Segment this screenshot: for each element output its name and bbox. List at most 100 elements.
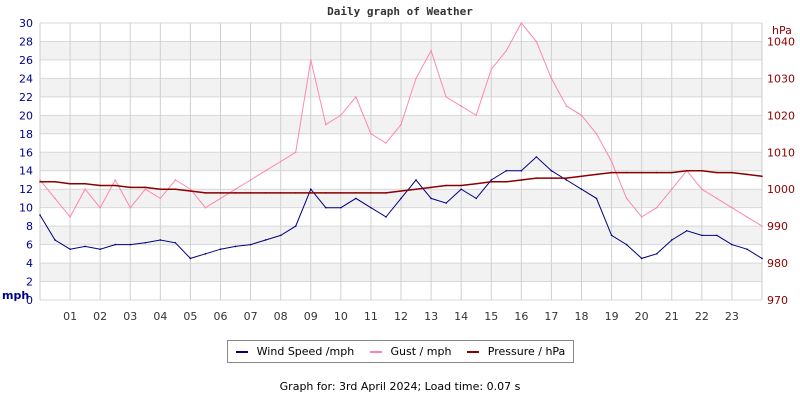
data-point-wind-speed bbox=[204, 253, 207, 255]
y-left-tick-label: 12 bbox=[19, 183, 33, 196]
data-point-gust bbox=[129, 206, 132, 209]
data-point-gust bbox=[324, 123, 327, 126]
footer-status: Graph for: 3rd April 2024; Load time: 0.… bbox=[279, 380, 521, 393]
x-tick-label: 11 bbox=[364, 310, 378, 323]
data-point-pressure bbox=[54, 181, 56, 183]
data-point-wind-speed bbox=[99, 248, 101, 251]
data-point-wind-speed bbox=[625, 243, 628, 246]
data-point-wind-speed bbox=[655, 253, 658, 255]
data-point-gust bbox=[385, 142, 387, 144]
y-right-tick-label: 1010 bbox=[767, 146, 795, 159]
data-point-wind-speed bbox=[535, 156, 538, 158]
data-point-wind-speed bbox=[610, 234, 613, 237]
data-point-pressure bbox=[370, 192, 372, 194]
data-point-pressure bbox=[234, 192, 237, 194]
data-point-pressure bbox=[355, 192, 357, 194]
data-point-wind-speed bbox=[731, 243, 733, 246]
x-tick-label: 05 bbox=[183, 310, 197, 323]
data-point-pressure bbox=[550, 177, 553, 179]
data-point-pressure bbox=[761, 175, 763, 178]
y-left-tick-label: 0 bbox=[26, 294, 33, 307]
y-left-tick-label: 16 bbox=[19, 146, 33, 159]
data-point-wind-speed bbox=[670, 239, 673, 241]
data-point-wind-speed bbox=[249, 243, 252, 246]
data-point-pressure bbox=[264, 192, 267, 194]
data-point-wind-speed bbox=[294, 225, 297, 227]
data-point-pressure bbox=[69, 182, 71, 185]
data-point-gust bbox=[84, 188, 86, 190]
x-tick-label: 09 bbox=[304, 310, 318, 323]
x-tick-label: 21 bbox=[665, 310, 679, 323]
data-point-wind-speed bbox=[340, 206, 342, 209]
data-point-pressure bbox=[490, 181, 493, 183]
y-left-axis-label: mph bbox=[2, 289, 29, 302]
data-point-pressure bbox=[475, 182, 478, 185]
x-tick-label: 03 bbox=[123, 310, 137, 323]
data-point-wind-speed bbox=[685, 229, 688, 232]
data-point-pressure bbox=[505, 181, 508, 183]
y-right-tick-label: 980 bbox=[767, 257, 788, 270]
data-point-pressure bbox=[340, 192, 342, 194]
data-point-wind-speed bbox=[309, 188, 312, 190]
data-point-pressure bbox=[640, 171, 643, 174]
data-point-wind-speed bbox=[701, 234, 703, 237]
data-point-pressure bbox=[670, 171, 673, 174]
data-point-gust bbox=[580, 114, 583, 117]
data-point-wind-speed bbox=[39, 214, 41, 216]
x-tick-label: 12 bbox=[394, 310, 408, 323]
x-tick-label: 23 bbox=[725, 310, 739, 323]
data-point-gust bbox=[716, 197, 718, 200]
data-point-gust bbox=[204, 206, 207, 209]
x-tick-label: 10 bbox=[334, 310, 348, 323]
data-point-gust bbox=[625, 197, 628, 200]
data-point-pressure bbox=[565, 177, 568, 179]
data-point-wind-speed bbox=[520, 169, 523, 172]
data-point-pressure bbox=[174, 188, 177, 190]
data-point-gust bbox=[400, 123, 402, 126]
legend-item-wind: Wind Speed /mph bbox=[235, 345, 354, 358]
data-point-gust bbox=[144, 188, 147, 190]
data-point-gust bbox=[69, 216, 71, 218]
y-left-tick-label: 30 bbox=[19, 17, 33, 30]
data-point-pressure bbox=[625, 171, 628, 174]
data-point-pressure bbox=[294, 192, 297, 194]
data-point-gust bbox=[279, 160, 282, 163]
data-point-gust bbox=[54, 197, 56, 200]
y-right-tick-label: 1020 bbox=[767, 109, 795, 122]
data-point-pressure bbox=[189, 190, 192, 192]
data-point-gust bbox=[430, 49, 432, 52]
x-tick-label: 15 bbox=[484, 310, 498, 323]
data-point-wind-speed bbox=[580, 188, 583, 190]
data-point-pressure bbox=[655, 171, 658, 174]
y-right-tick-label: 970 bbox=[767, 294, 788, 307]
y-left-tick-label: 18 bbox=[19, 128, 33, 141]
data-point-gust bbox=[309, 59, 312, 61]
data-point-gust bbox=[415, 77, 417, 80]
data-point-gust bbox=[445, 96, 447, 98]
data-point-wind-speed bbox=[234, 245, 237, 248]
legend-swatch-gust bbox=[369, 351, 382, 353]
data-point-wind-speed bbox=[716, 234, 718, 237]
y-left-tick-label: 24 bbox=[19, 72, 33, 85]
data-point-pressure bbox=[144, 186, 147, 189]
data-point-pressure bbox=[204, 192, 207, 194]
x-tick-label: 06 bbox=[214, 310, 228, 323]
data-point-gust bbox=[670, 188, 673, 190]
data-point-pressure bbox=[309, 192, 312, 194]
x-tick-label: 19 bbox=[605, 310, 619, 323]
y-left-tick-label: 2 bbox=[26, 276, 33, 289]
legend-item-gust: Gust / mph bbox=[369, 345, 451, 358]
data-point-wind-speed bbox=[595, 197, 598, 200]
data-point-gust bbox=[761, 225, 763, 227]
data-point-gust bbox=[595, 133, 598, 135]
data-point-pressure bbox=[445, 184, 447, 187]
data-point-wind-speed bbox=[144, 241, 147, 244]
data-point-pressure bbox=[520, 179, 523, 181]
data-point-gust bbox=[746, 216, 748, 218]
data-point-wind-speed bbox=[114, 243, 117, 246]
data-point-gust bbox=[39, 179, 41, 181]
data-point-pressure bbox=[249, 192, 252, 194]
data-point-wind-speed bbox=[370, 206, 372, 209]
data-point-wind-speed bbox=[550, 169, 553, 172]
data-point-wind-speed bbox=[746, 248, 748, 251]
